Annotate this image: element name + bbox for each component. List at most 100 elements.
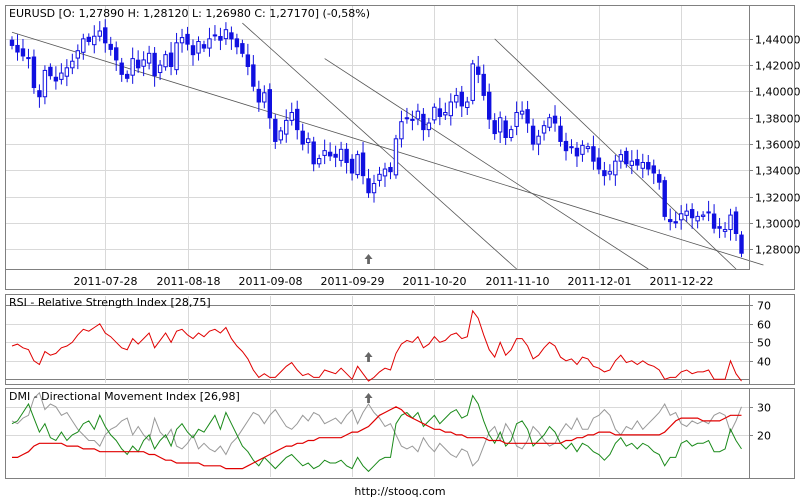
candle-body [284, 119, 289, 135]
candle [678, 205, 684, 230]
candle [465, 96, 470, 116]
candle [613, 154, 618, 186]
candle-body [530, 125, 536, 145]
price-y-tick-label: 1,30000 [755, 218, 800, 231]
candle [355, 150, 360, 179]
candle-body [152, 52, 157, 77]
candle-body [371, 183, 377, 194]
candle-body [706, 211, 711, 214]
candle-body [81, 38, 86, 53]
candle-body [31, 56, 37, 89]
candle [607, 164, 613, 181]
candle [273, 114, 278, 149]
candle [443, 102, 448, 121]
candle [673, 211, 678, 229]
price-trendline [494, 38, 737, 270]
candle-body [629, 160, 635, 166]
candle [415, 103, 421, 126]
candle [245, 43, 251, 76]
candle-body [174, 42, 179, 71]
candle [569, 139, 574, 154]
candle [668, 208, 673, 231]
candle-body [432, 106, 437, 121]
dmi-plus-di-line [11, 394, 742, 473]
candle-body [689, 209, 695, 219]
candle [635, 149, 640, 171]
candle [481, 64, 486, 101]
candle [382, 162, 388, 187]
footer-source-link[interactable]: http://stooq.com [354, 485, 445, 498]
candle-body [218, 36, 223, 41]
candle [48, 63, 53, 80]
candle [9, 36, 15, 50]
candle-body [393, 138, 399, 176]
candle-body [108, 43, 113, 50]
candle-body [662, 180, 667, 217]
candle [700, 211, 706, 221]
candle-body [114, 47, 119, 61]
candle-body [349, 158, 355, 174]
candle [70, 53, 75, 75]
candle [624, 147, 629, 168]
candle-body [75, 50, 81, 59]
candle [305, 132, 311, 154]
candle-body [37, 90, 42, 98]
candle-body [42, 69, 48, 98]
candle-body [135, 59, 141, 69]
candle-body [360, 152, 366, 177]
candle-body [212, 34, 218, 37]
candle-body [305, 138, 311, 143]
candle [547, 113, 552, 132]
candle [59, 63, 64, 85]
candle-body [70, 60, 75, 69]
price-panel: 1,44000 1,42000 1,40000 1,38000 1,36000 1,340… [5, 5, 800, 290]
rsi-plot-frame [5, 294, 750, 385]
candle [31, 49, 37, 94]
candle [146, 45, 152, 70]
candle [497, 111, 503, 144]
candle-body [563, 140, 569, 152]
candle-body [26, 57, 31, 60]
candle [684, 203, 689, 222]
arrow-up-icon [364, 352, 373, 362]
candle [421, 108, 426, 141]
rsi-series-line [11, 309, 742, 382]
candle [508, 125, 514, 142]
dmi-y-axis: 30 20 [749, 402, 771, 443]
candle-body [607, 171, 613, 175]
candle [157, 60, 163, 81]
price-y-tick-label: 1,32000 [755, 192, 800, 205]
candle-body [119, 62, 124, 75]
candle [432, 103, 437, 124]
rsi-y-tick-label: 60 [757, 319, 771, 332]
price-x-tick-label: 2011-10-20 [403, 275, 467, 288]
candle [240, 39, 245, 58]
candle [711, 204, 717, 234]
candle-body [657, 174, 662, 183]
candle-body [613, 160, 618, 176]
candle [602, 161, 607, 186]
candle [135, 50, 141, 73]
candle-body [470, 63, 475, 101]
price-y-tick-label: 1,28000 [755, 244, 800, 257]
candle [267, 83, 272, 129]
candle-body [585, 146, 591, 150]
candle [646, 154, 651, 176]
candle [103, 19, 108, 53]
candle [695, 211, 700, 229]
candle-body [443, 112, 448, 116]
candle-body [344, 148, 349, 163]
candle [722, 222, 728, 238]
price-title: EURUSD [O: 1,27890 H: 1,28120 L: 1,26980… [9, 7, 370, 20]
candle [454, 87, 459, 109]
dmi-y-tick-label: 20 [757, 430, 771, 443]
candle-body [333, 153, 338, 158]
candle [108, 36, 113, 56]
candle-body [668, 219, 673, 223]
price-y-tick-label: 1,40000 [755, 86, 800, 99]
candle-body [700, 214, 706, 217]
candle [284, 109, 289, 143]
candle-body [295, 108, 300, 131]
candle [218, 27, 223, 51]
candle-body [722, 229, 728, 232]
